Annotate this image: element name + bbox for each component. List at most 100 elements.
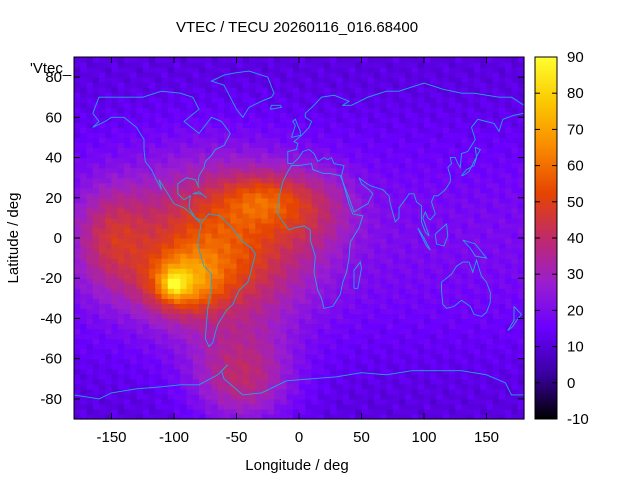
heatmap-cell: [467, 378, 475, 385]
heatmap-cell: [167, 197, 175, 204]
heatmap-cell: [480, 187, 488, 194]
heatmap-cell: [280, 363, 288, 370]
heatmap-cell: [130, 117, 138, 123]
heatmap-cell: [386, 177, 394, 184]
heatmap-cell: [161, 398, 169, 405]
heatmap-cell: [149, 152, 156, 159]
heatmap-cell: [105, 102, 113, 108]
heatmap-cell: [405, 192, 413, 199]
heatmap-cell: [111, 232, 119, 239]
heatmap-cell: [330, 263, 338, 269]
heatmap-cell: [211, 283, 219, 289]
heatmap-cell: [261, 383, 269, 390]
heatmap-cell: [505, 258, 513, 264]
heatmap-cell: [174, 222, 181, 229]
heatmap-cell: [124, 293, 131, 299]
heatmap-cell: [217, 253, 225, 259]
heatmap-cell: [442, 353, 450, 360]
heatmap-cell: [442, 222, 450, 229]
heatmap-cell: [92, 167, 100, 174]
heatmap-cell: [455, 157, 463, 164]
heatmap-cell: [224, 137, 231, 144]
heatmap-cell: [317, 72, 325, 78]
heatmap-cell: [399, 72, 406, 78]
heatmap-cell: [117, 137, 125, 144]
heatmap-cell: [74, 157, 81, 164]
heatmap-cell: [167, 308, 175, 315]
heatmap-cell: [267, 393, 275, 400]
heatmap-cell: [392, 398, 400, 405]
heatmap-cell: [399, 107, 406, 113]
heatmap-cell: [324, 248, 331, 254]
heatmap-cell: [230, 368, 238, 375]
heatmap-cell: [324, 338, 331, 345]
heatmap-cell: [517, 222, 525, 229]
heatmap-cell: [286, 313, 294, 320]
heatmap-cell: [280, 197, 288, 204]
heatmap-cell: [192, 413, 200, 420]
heatmap-cell: [167, 122, 175, 128]
heatmap-cell: [236, 248, 244, 254]
heatmap-cell: [311, 353, 319, 360]
heatmap-cell: [224, 398, 231, 405]
heatmap-cell: [286, 398, 294, 405]
heatmap-cell: [267, 293, 275, 299]
heatmap-cell: [74, 142, 81, 149]
heatmap-cell: [117, 273, 125, 279]
heatmap-cell: [274, 378, 281, 385]
heatmap-cell: [217, 197, 225, 204]
heatmap-cell: [392, 82, 400, 88]
heatmap-cell: [261, 313, 269, 320]
heatmap-cell: [99, 348, 106, 355]
heatmap-cell: [267, 202, 275, 209]
heatmap-cell: [217, 72, 225, 78]
heatmap-cell: [99, 102, 106, 108]
heatmap-cell: [80, 157, 88, 164]
heatmap-cell: [430, 122, 438, 128]
heatmap-cell: [92, 117, 100, 123]
heatmap-cell: [305, 207, 313, 214]
heatmap-cell: [105, 398, 113, 405]
heatmap-cell: [161, 127, 169, 134]
heatmap-cell: [317, 137, 325, 144]
heatmap-cell: [467, 413, 475, 420]
heatmap-cell: [86, 273, 94, 279]
heatmap-cell: [442, 258, 450, 264]
heatmap-cell: [280, 383, 288, 390]
heatmap-cell: [155, 388, 163, 395]
heatmap-cell: [505, 202, 513, 209]
heatmap-cell: [224, 122, 231, 128]
heatmap-cell: [267, 157, 275, 164]
heatmap-cell: [399, 383, 406, 390]
heatmap-cell: [261, 298, 269, 304]
heatmap-cell: [242, 147, 250, 154]
heatmap-cell: [499, 82, 506, 88]
heatmap-cell: [136, 308, 144, 315]
heatmap-cell: [311, 388, 319, 395]
heatmap-cell: [161, 268, 169, 274]
heatmap-cell: [449, 388, 456, 395]
heatmap-cell: [117, 102, 125, 108]
heatmap-cell: [136, 348, 144, 355]
heatmap-cell: [355, 132, 363, 139]
heatmap-cell: [386, 122, 394, 128]
heatmap-cell: [511, 147, 519, 154]
heatmap-cell: [261, 348, 269, 355]
heatmap-cell: [92, 77, 100, 83]
heatmap-cell: [74, 288, 81, 294]
heatmap-cell: [99, 298, 106, 304]
heatmap-cell: [261, 328, 269, 335]
heatmap-cell: [367, 353, 375, 360]
heatmap-cell: [474, 268, 481, 274]
heatmap-cell: [342, 298, 350, 304]
heatmap-cell: [511, 353, 519, 360]
heatmap-cell: [511, 167, 519, 174]
heatmap-cell: [430, 127, 438, 134]
heatmap-cell: [74, 243, 81, 249]
heatmap-cell: [149, 328, 156, 335]
heatmap-cell: [511, 383, 519, 390]
heatmap-cell: [205, 122, 213, 128]
heatmap-cell: [355, 238, 363, 244]
heatmap-cell: [299, 107, 306, 113]
heatmap-cell: [267, 222, 275, 229]
